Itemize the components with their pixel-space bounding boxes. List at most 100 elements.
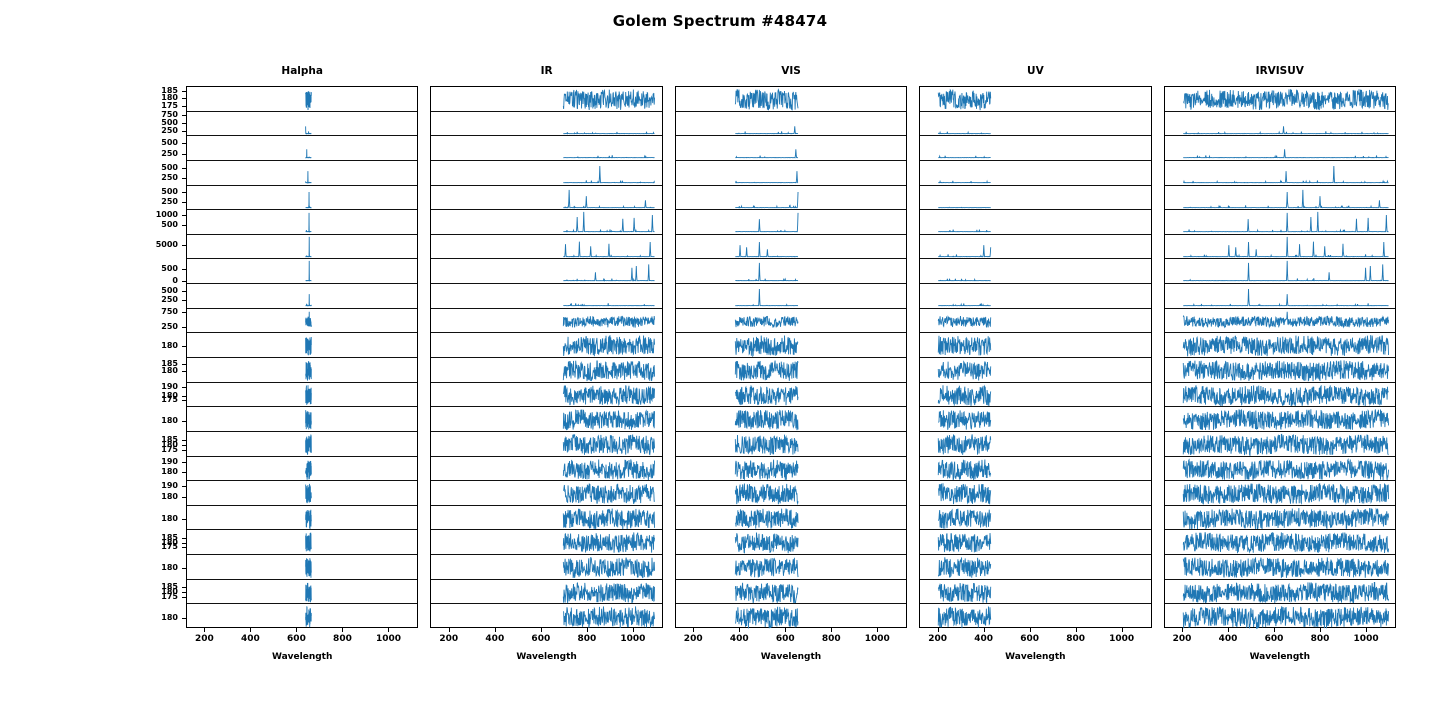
spectrum-cell[interactable]: [431, 604, 661, 629]
spectrum-cell[interactable]: [920, 161, 1151, 186]
spectrum-cell[interactable]: [187, 235, 418, 260]
spectrum-cell[interactable]: [1164, 358, 1395, 383]
spectrum-cell[interactable]: [676, 604, 906, 629]
spectrum-cell[interactable]: [675, 407, 907, 432]
spectrum-cell[interactable]: [1164, 87, 1395, 112]
spectrum-cell[interactable]: [1164, 432, 1395, 457]
spectrum-cell[interactable]: [675, 259, 907, 285]
spectrum-cell[interactable]: [675, 383, 907, 408]
spectrum-cell[interactable]: [187, 186, 418, 211]
spectrum-cell[interactable]: [431, 210, 662, 235]
spectrum-cell[interactable]: [920, 186, 1151, 211]
spectrum-cell[interactable]: [187, 284, 418, 309]
spectrum-cell[interactable]: [1164, 235, 1395, 260]
spectrum-cell[interactable]: [431, 432, 662, 457]
spectrum-cell[interactable]: [1164, 161, 1395, 186]
spectrum-cell[interactable]: [675, 333, 907, 358]
spectrum-cell[interactable]: [675, 284, 907, 309]
spectrum-cell[interactable]: [675, 136, 907, 161]
spectrum-cell[interactable]: [920, 481, 1151, 506]
spectrum-cell[interactable]: [675, 481, 907, 506]
spectrum-cell[interactable]: [1164, 555, 1395, 580]
spectrum-cell[interactable]: [187, 506, 418, 531]
spectrum-cell[interactable]: [431, 333, 662, 358]
spectrum-cell[interactable]: [920, 580, 1151, 605]
spectrum-cell[interactable]: [675, 580, 907, 605]
spectrum-cell[interactable]: [187, 481, 418, 506]
spectrum-cell[interactable]: [431, 186, 662, 211]
spectrum-cell[interactable]: [920, 604, 1150, 629]
spectrum-cell[interactable]: [187, 136, 418, 161]
spectrum-cell[interactable]: [431, 530, 662, 556]
spectrum-cell[interactable]: [1165, 604, 1395, 629]
spectrum-cell[interactable]: [1164, 186, 1395, 211]
spectrum-cell[interactable]: [431, 136, 662, 161]
spectrum-cell[interactable]: [431, 309, 662, 334]
spectrum-cell[interactable]: [431, 358, 662, 383]
spectrum-cell[interactable]: [431, 87, 662, 112]
spectrum-cell[interactable]: [187, 383, 418, 408]
spectrum-cell[interactable]: [187, 333, 418, 358]
spectrum-cell[interactable]: [675, 186, 907, 211]
spectrum-cell[interactable]: [675, 457, 907, 482]
spectrum-cell[interactable]: [1164, 457, 1395, 482]
spectrum-cell[interactable]: [675, 358, 907, 383]
spectrum-cell[interactable]: [920, 407, 1151, 432]
spectrum-cell[interactable]: [1164, 407, 1395, 432]
spectrum-cell[interactable]: [1164, 112, 1395, 137]
spectrum-cell[interactable]: [920, 136, 1151, 161]
spectrum-cell[interactable]: [675, 87, 907, 112]
spectrum-cell[interactable]: [920, 210, 1151, 235]
spectrum-cell[interactable]: [920, 383, 1151, 408]
spectrum-cell[interactable]: [1164, 530, 1395, 556]
spectrum-cell[interactable]: [1164, 259, 1395, 285]
spectrum-cell[interactable]: [920, 235, 1151, 260]
spectrum-cell[interactable]: [1164, 284, 1395, 309]
spectrum-cell[interactable]: [1164, 309, 1395, 334]
spectrum-cell[interactable]: [675, 235, 907, 260]
spectrum-cell[interactable]: [675, 432, 907, 457]
spectrum-cell[interactable]: [675, 210, 907, 235]
spectrum-cell[interactable]: [920, 87, 1151, 112]
spectrum-cell[interactable]: [920, 432, 1151, 457]
spectrum-cell[interactable]: [187, 530, 418, 556]
spectrum-cell[interactable]: [920, 309, 1151, 334]
spectrum-cell[interactable]: [431, 284, 662, 309]
spectrum-cell[interactable]: [920, 112, 1151, 137]
spectrum-cell[interactable]: [920, 506, 1151, 531]
spectrum-cell[interactable]: [675, 530, 907, 556]
spectrum-cell[interactable]: [431, 506, 662, 531]
spectrum-cell[interactable]: [187, 259, 418, 285]
spectrum-cell[interactable]: [431, 383, 662, 408]
spectrum-cell[interactable]: [187, 457, 418, 482]
spectrum-cell[interactable]: [431, 407, 662, 432]
spectrum-cell[interactable]: [920, 259, 1151, 285]
spectrum-cell[interactable]: [187, 87, 418, 112]
spectrum-cell[interactable]: [187, 407, 418, 432]
spectrum-cell[interactable]: [675, 309, 907, 334]
spectrum-cell[interactable]: [920, 457, 1151, 482]
spectrum-cell[interactable]: [675, 161, 907, 186]
spectrum-cell[interactable]: [1164, 210, 1395, 235]
spectrum-cell[interactable]: [431, 161, 662, 186]
spectrum-cell[interactable]: [1164, 136, 1395, 161]
spectrum-cell[interactable]: [431, 259, 662, 285]
spectrum-cell[interactable]: [675, 506, 907, 531]
spectrum-cell[interactable]: [920, 530, 1151, 556]
spectrum-cell[interactable]: [187, 580, 418, 605]
spectrum-cell[interactable]: [1164, 383, 1395, 408]
spectrum-cell[interactable]: [920, 284, 1151, 309]
spectrum-cell[interactable]: [431, 235, 662, 260]
spectrum-cell[interactable]: [920, 555, 1151, 580]
spectrum-cell[interactable]: [431, 457, 662, 482]
spectrum-cell[interactable]: [187, 432, 418, 457]
spectrum-cell[interactable]: [675, 112, 907, 137]
spectrum-cell[interactable]: [431, 580, 662, 605]
spectrum-cell[interactable]: [187, 309, 418, 334]
spectrum-cell[interactable]: [1164, 506, 1395, 531]
spectrum-cell[interactable]: [675, 555, 907, 580]
spectrum-cell[interactable]: [187, 604, 417, 629]
spectrum-cell[interactable]: [1164, 580, 1395, 605]
spectrum-cell[interactable]: [187, 112, 418, 137]
spectrum-cell[interactable]: [1164, 481, 1395, 506]
